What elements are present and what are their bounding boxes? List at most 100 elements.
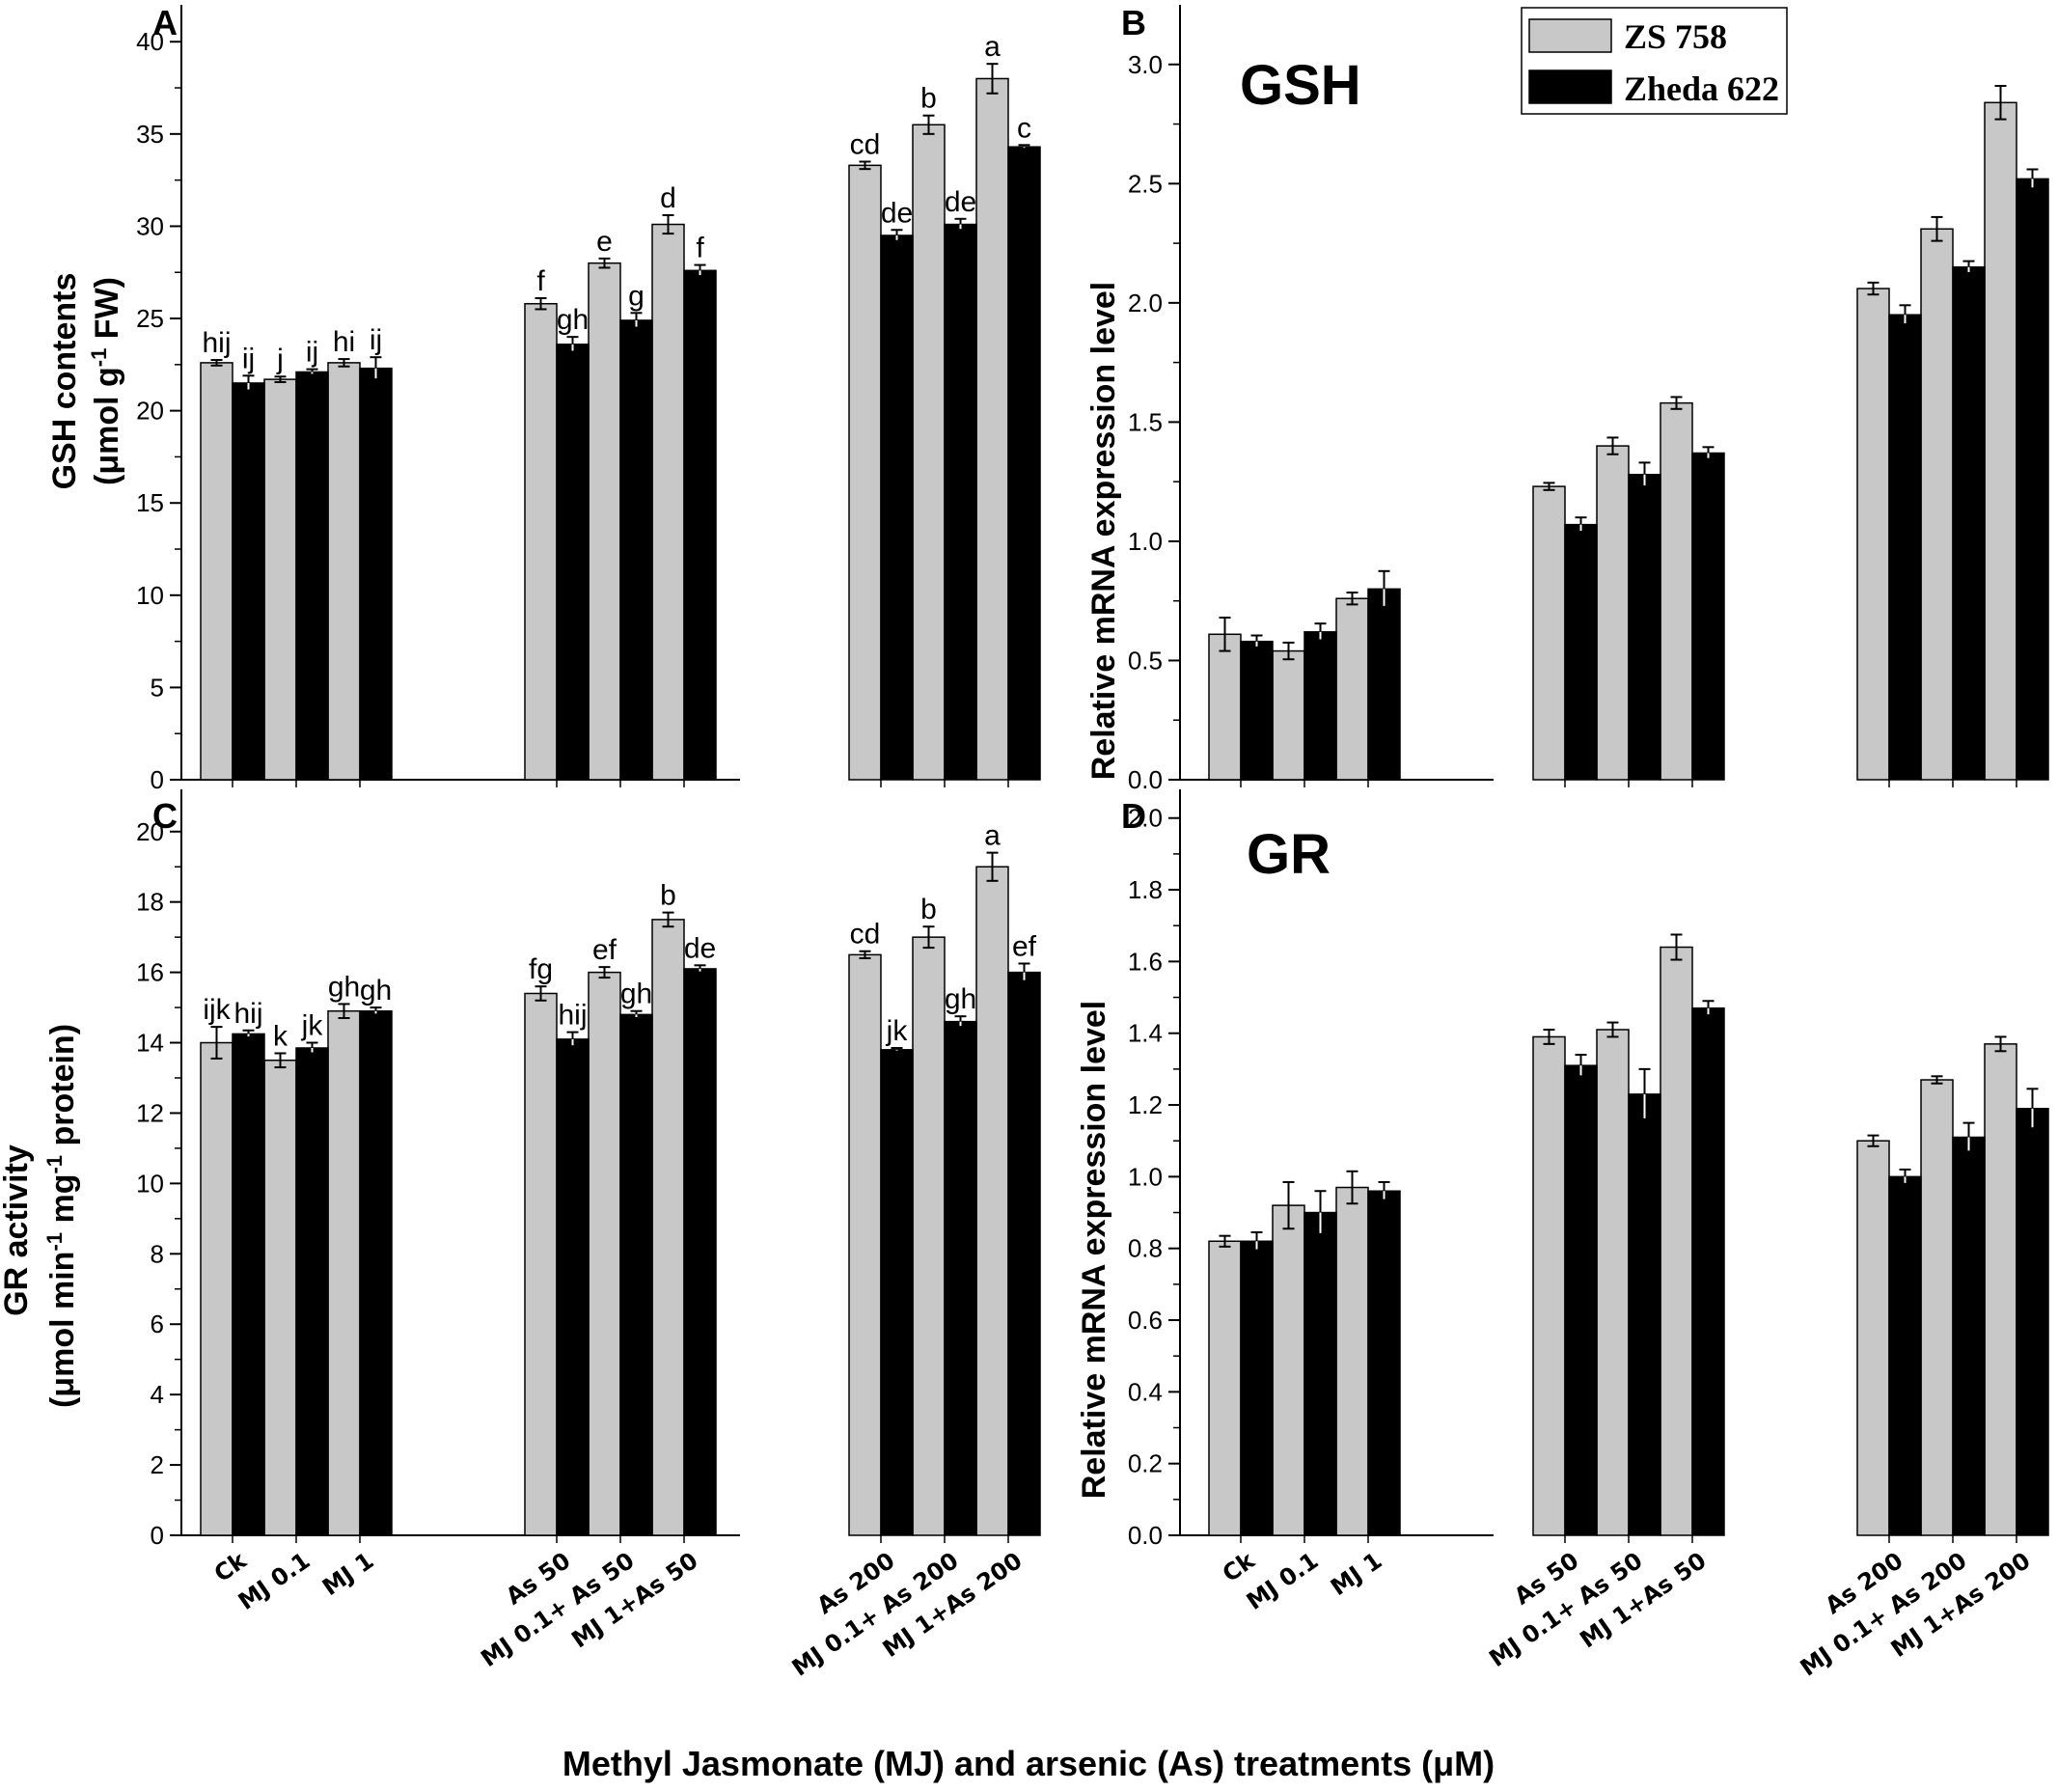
panel-a: 0 5 10 15 20 25 30 35 40 hij j hi f e d cd b a ij ij ij gh g f d… xyxy=(136,5,1041,794)
panel-b-ylabel: Relative mRNA expression level xyxy=(1085,282,1122,781)
panel-d-bar-zs758 xyxy=(1920,1079,1954,1536)
panel-c-error-bar xyxy=(338,1003,350,1020)
panel-letter-c: C xyxy=(152,796,178,836)
panel-a-bar-zheda622 xyxy=(359,367,393,781)
panel-c-y-tick-label: 12 xyxy=(136,1098,164,1127)
panel-d-error-bar xyxy=(1670,933,1683,961)
panel-a-bar-zs758 xyxy=(651,223,685,781)
panel-a-sig-letter: de xyxy=(881,197,913,229)
panel-c-sig-letter: jk xyxy=(886,1015,909,1047)
panel-d-bar-zs758 xyxy=(1984,1043,2017,1536)
panel-b-error-bar xyxy=(1867,281,1880,296)
panel-c-error-bar xyxy=(630,1009,643,1020)
panel-a-error-bar xyxy=(630,312,643,329)
panel-d-bar-zs758 xyxy=(1208,1240,1242,1536)
panel-d-error-bar xyxy=(1346,1170,1358,1205)
panel-c-category-label: MJ 1 xyxy=(317,1547,378,1601)
panel-c-error-bar xyxy=(859,950,871,960)
panel-c-y-tick-label: 10 xyxy=(136,1169,164,1198)
panel-b-y-tick-label: 0.5 xyxy=(1128,646,1163,675)
panel-b-error-bar xyxy=(1931,215,1943,242)
panel-b-error-bar xyxy=(1606,436,1619,455)
panel-d-bar-zs758 xyxy=(1335,1186,1369,1536)
panel-a-error-bar xyxy=(535,296,547,311)
panel-b-error-bar xyxy=(2026,168,2039,190)
panel-b-bar-zheda622 xyxy=(1888,314,1922,781)
panel-a-y-tick-label: 25 xyxy=(136,304,164,333)
legend: ZS 758 Zheda 622 xyxy=(1521,7,1788,115)
panel-c-error-bar xyxy=(535,985,547,1002)
panel-c-error-bar xyxy=(210,1026,223,1060)
panel-a-bar-zheda622 xyxy=(619,319,653,781)
panel-b-y-tick-label: 3.0 xyxy=(1128,50,1163,79)
panel-letter-b: B xyxy=(1121,3,1146,42)
panel-a-error-bar xyxy=(922,114,935,135)
panel-d-error-bar xyxy=(1543,1028,1555,1045)
panel-b-bar-zs758 xyxy=(1532,485,1566,781)
panel-d-ylabel: Relative mRNA expression level xyxy=(1076,1001,1112,1500)
panel-a-error-bar xyxy=(891,229,903,242)
panel-d-y-tick-label: 0.2 xyxy=(1128,1449,1163,1478)
panel-a-error-bar xyxy=(338,358,350,368)
panel-a-y-tick-label: 20 xyxy=(136,397,164,426)
panel-c-error-bar xyxy=(370,1006,382,1016)
panel-b-y-tick-label: 2.5 xyxy=(1128,169,1163,198)
panel-a-sig-letter: f xyxy=(696,233,704,264)
panel-d-error-bar xyxy=(1931,1075,1943,1085)
panel-c-error-bar xyxy=(954,1015,967,1029)
panel-c-error-bar xyxy=(986,851,999,882)
panel-a-y-tick-label: 0 xyxy=(151,765,164,794)
panel-a-sig-letter: g xyxy=(628,280,645,312)
panel-c-sig-letter: ijk xyxy=(203,994,231,1026)
panel-c-sig-letter: ef xyxy=(1012,930,1037,962)
panel-b-bar-zs758 xyxy=(1272,649,1305,781)
panel-a-y-tick-label: 10 xyxy=(136,581,164,610)
panel-d-bar-zs758 xyxy=(1856,1140,1890,1536)
panel-a-bar-zheda622 xyxy=(944,223,977,781)
panel-c-sig-letter: a xyxy=(984,820,1001,852)
panel-a-y-tick-label: 5 xyxy=(151,673,164,702)
panel-a-ylabel-line2: (μmol g-1 FW) xyxy=(87,277,125,485)
panel-c-y-tick-label: 2 xyxy=(151,1450,164,1479)
panel-a-bar-zheda622 xyxy=(683,269,717,781)
panel-d-bar-zheda622 xyxy=(1367,1190,1401,1536)
panel-d-bar-zheda622 xyxy=(1628,1093,1661,1536)
panel-d-bar-zs758 xyxy=(1532,1035,1566,1536)
panel-a-y-tick-label: 30 xyxy=(136,211,164,240)
panel-a-error-bar xyxy=(306,368,318,376)
panel-d-error-bar xyxy=(1994,1035,2007,1053)
panel-b-error-bar xyxy=(1702,446,1715,460)
panel-a-error-bar xyxy=(210,359,223,367)
panel-a-y-tick-label: 35 xyxy=(136,120,164,149)
panel-c-sig-letter: k xyxy=(273,1020,288,1052)
panel-d-bar-zheda622 xyxy=(1952,1136,1986,1536)
panel-d-error-bar xyxy=(1250,1230,1263,1252)
panel-c-bar-zheda622 xyxy=(619,1013,653,1536)
panel-letter-a: A xyxy=(152,3,178,42)
panel-b-bar-zs758 xyxy=(1984,101,2017,781)
panel-b-y-tick-label: 2.0 xyxy=(1128,289,1163,317)
panel-b-error-bar xyxy=(1250,634,1263,648)
legend-label-zheda622: Zheda 622 xyxy=(1624,69,1779,108)
panel-d-y-tick-label: 1.0 xyxy=(1128,1162,1163,1191)
panel-c-sig-letter: hij xyxy=(233,998,262,1030)
panel-a-bar-zheda622 xyxy=(556,344,590,781)
panel-a-bar-zs758 xyxy=(200,362,233,781)
panel-d-bar-zs758 xyxy=(1660,946,1693,1536)
panel-d-error-bar xyxy=(1314,1190,1327,1235)
panel-d-error-bar xyxy=(1702,1000,1715,1017)
panel-a-error-bar xyxy=(859,160,871,171)
panel-d-bar-zheda622 xyxy=(1564,1064,1598,1536)
panel-c-error-bar xyxy=(242,1029,255,1039)
panel-b-bar-zheda622 xyxy=(2016,178,2049,781)
panel-a-sig-letter: f xyxy=(536,265,545,297)
panel-b-error-bar xyxy=(1314,622,1327,642)
panel-a-bar-zheda622 xyxy=(880,234,914,781)
panel-a-error-bar xyxy=(662,213,674,235)
panel-c-y-tick-label: 4 xyxy=(151,1380,164,1409)
panel-a-sig-letter: cd xyxy=(850,129,881,161)
panel-b-bar-zheda622 xyxy=(1564,523,1598,781)
